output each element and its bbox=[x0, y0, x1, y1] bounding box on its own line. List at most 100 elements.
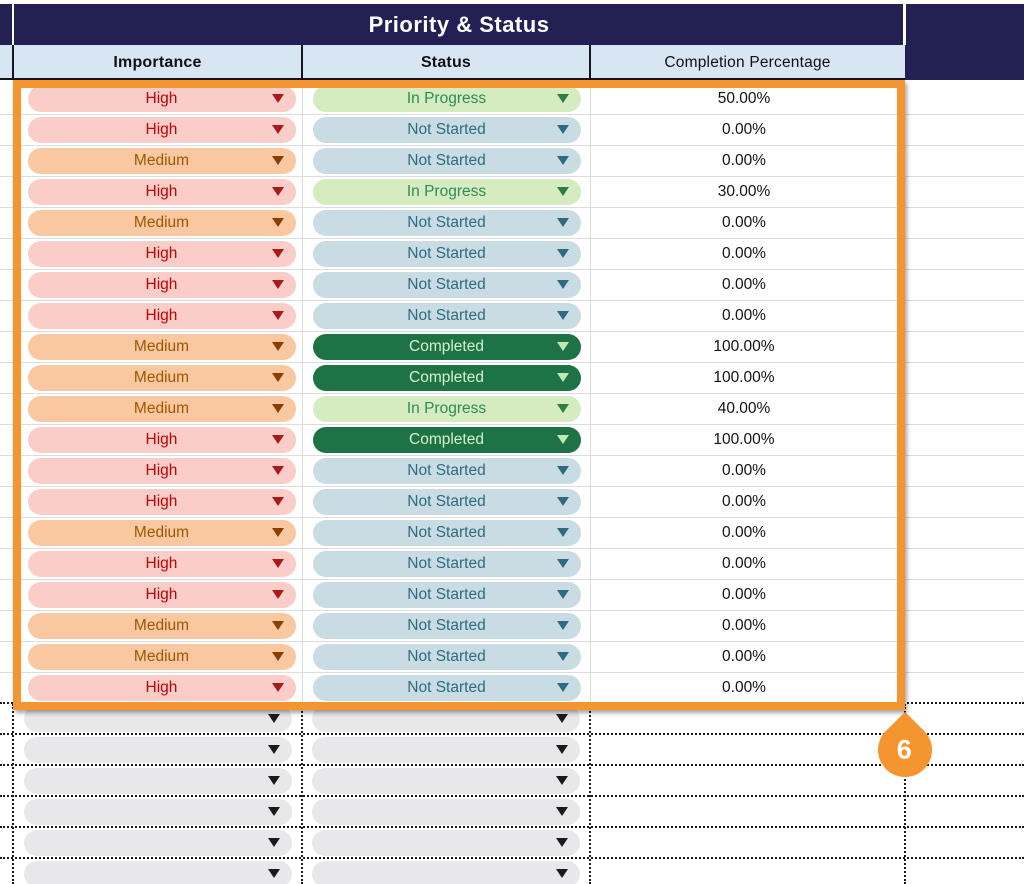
importance-dropdown[interactable]: High bbox=[27, 427, 296, 453]
status-dropdown[interactable] bbox=[312, 829, 580, 856]
status-dropdown[interactable]: In Progress bbox=[312, 86, 581, 112]
dropdown-arrow-icon[interactable] bbox=[271, 156, 284, 165]
dropdown-arrow-icon[interactable] bbox=[271, 218, 284, 227]
status-dropdown[interactable]: Not Started bbox=[312, 582, 581, 608]
dropdown-arrow-icon[interactable] bbox=[556, 249, 569, 258]
completion-cell[interactable]: 0.00% bbox=[590, 549, 897, 579]
completion-cell[interactable]: 0.00% bbox=[590, 580, 897, 610]
dropdown-arrow-icon[interactable] bbox=[271, 125, 284, 134]
dropdown-arrow-icon[interactable] bbox=[271, 187, 284, 196]
dropdown-arrow-icon[interactable] bbox=[556, 187, 569, 196]
dropdown-arrow-icon[interactable] bbox=[556, 94, 569, 103]
importance-dropdown[interactable]: High bbox=[27, 489, 296, 515]
status-dropdown[interactable]: In Progress bbox=[312, 179, 581, 205]
completion-cell[interactable]: 0.00% bbox=[590, 673, 897, 703]
completion-cell[interactable]: 0.00% bbox=[590, 487, 897, 517]
completion-cell[interactable] bbox=[590, 735, 905, 764]
dropdown-arrow-icon[interactable] bbox=[556, 837, 568, 847]
importance-dropdown[interactable] bbox=[23, 767, 292, 794]
dropdown-arrow-icon[interactable] bbox=[556, 373, 569, 382]
importance-dropdown[interactable]: High bbox=[27, 458, 296, 484]
importance-dropdown[interactable] bbox=[23, 829, 292, 856]
dropdown-arrow-icon[interactable] bbox=[271, 249, 284, 258]
status-dropdown[interactable]: Not Started bbox=[312, 489, 581, 515]
importance-dropdown[interactable]: High bbox=[27, 272, 296, 298]
dropdown-arrow-icon[interactable] bbox=[556, 218, 569, 227]
status-dropdown[interactable] bbox=[312, 798, 580, 825]
completion-cell[interactable]: 0.00% bbox=[590, 456, 897, 486]
importance-dropdown[interactable]: Medium bbox=[27, 365, 296, 391]
dropdown-arrow-icon[interactable] bbox=[271, 590, 284, 599]
dropdown-arrow-icon[interactable] bbox=[556, 590, 569, 599]
dropdown-arrow-icon[interactable] bbox=[267, 744, 280, 754]
status-dropdown[interactable]: Completed bbox=[312, 365, 581, 391]
dropdown-arrow-icon[interactable] bbox=[271, 621, 284, 630]
status-dropdown[interactable]: Not Started bbox=[312, 210, 581, 236]
importance-dropdown[interactable]: Medium bbox=[27, 613, 296, 639]
status-dropdown[interactable] bbox=[312, 860, 580, 884]
completion-cell[interactable]: 100.00% bbox=[590, 425, 897, 455]
importance-dropdown[interactable] bbox=[23, 860, 292, 884]
dropdown-arrow-icon[interactable] bbox=[556, 868, 568, 878]
status-dropdown[interactable] bbox=[312, 736, 580, 763]
dropdown-arrow-icon[interactable] bbox=[271, 528, 284, 537]
completion-cell[interactable] bbox=[590, 704, 905, 733]
dropdown-arrow-icon[interactable] bbox=[556, 775, 568, 785]
dropdown-arrow-icon[interactable] bbox=[267, 868, 280, 878]
importance-dropdown[interactable]: High bbox=[27, 675, 296, 701]
dropdown-arrow-icon[interactable] bbox=[271, 404, 284, 413]
status-dropdown[interactable]: Not Started bbox=[312, 117, 581, 143]
status-dropdown[interactable] bbox=[312, 705, 580, 732]
dropdown-arrow-icon[interactable] bbox=[556, 497, 569, 506]
completion-cell[interactable]: 0.00% bbox=[590, 518, 897, 548]
importance-dropdown[interactable]: High bbox=[27, 551, 296, 577]
dropdown-arrow-icon[interactable] bbox=[556, 404, 569, 413]
importance-dropdown[interactable]: High bbox=[27, 582, 296, 608]
completion-cell[interactable]: 0.00% bbox=[590, 642, 897, 672]
dropdown-arrow-icon[interactable] bbox=[271, 311, 284, 320]
importance-dropdown[interactable]: High bbox=[27, 179, 296, 205]
status-dropdown[interactable] bbox=[312, 767, 580, 794]
importance-dropdown[interactable]: Medium bbox=[27, 334, 296, 360]
completion-cell[interactable]: 0.00% bbox=[590, 146, 897, 176]
importance-dropdown[interactable] bbox=[23, 736, 292, 763]
dropdown-arrow-icon[interactable] bbox=[271, 683, 284, 692]
dropdown-arrow-icon[interactable] bbox=[271, 373, 284, 382]
dropdown-arrow-icon[interactable] bbox=[556, 342, 569, 351]
completion-cell[interactable] bbox=[590, 766, 905, 795]
completion-cell[interactable] bbox=[590, 859, 905, 884]
dropdown-arrow-icon[interactable] bbox=[556, 559, 569, 568]
dropdown-arrow-icon[interactable] bbox=[271, 342, 284, 351]
status-dropdown[interactable]: Not Started bbox=[312, 303, 581, 329]
dropdown-arrow-icon[interactable] bbox=[556, 528, 569, 537]
importance-dropdown[interactable]: Medium bbox=[27, 644, 296, 670]
importance-dropdown[interactable]: High bbox=[27, 86, 296, 112]
importance-dropdown[interactable]: Medium bbox=[27, 148, 296, 174]
importance-dropdown[interactable]: High bbox=[27, 303, 296, 329]
importance-dropdown[interactable] bbox=[23, 798, 292, 825]
dropdown-arrow-icon[interactable] bbox=[556, 621, 569, 630]
dropdown-arrow-icon[interactable] bbox=[271, 466, 284, 475]
completion-cell[interactable]: 40.00% bbox=[590, 394, 897, 424]
status-dropdown[interactable]: Not Started bbox=[312, 148, 581, 174]
completion-cell[interactable]: 100.00% bbox=[590, 363, 897, 393]
completion-cell[interactable] bbox=[590, 828, 905, 857]
dropdown-arrow-icon[interactable] bbox=[267, 775, 280, 785]
completion-cell[interactable]: 0.00% bbox=[590, 208, 897, 238]
completion-cell[interactable] bbox=[590, 797, 905, 826]
importance-dropdown[interactable]: High bbox=[27, 241, 296, 267]
dropdown-arrow-icon[interactable] bbox=[271, 280, 284, 289]
importance-dropdown[interactable] bbox=[23, 705, 292, 732]
completion-cell[interactable]: 0.00% bbox=[590, 239, 897, 269]
completion-cell[interactable]: 30.00% bbox=[590, 177, 897, 207]
dropdown-arrow-icon[interactable] bbox=[556, 652, 569, 661]
status-dropdown[interactable]: Completed bbox=[312, 334, 581, 360]
importance-dropdown[interactable]: Medium bbox=[27, 396, 296, 422]
dropdown-arrow-icon[interactable] bbox=[267, 713, 280, 723]
dropdown-arrow-icon[interactable] bbox=[271, 435, 284, 444]
dropdown-arrow-icon[interactable] bbox=[267, 837, 280, 847]
dropdown-arrow-icon[interactable] bbox=[271, 94, 284, 103]
dropdown-arrow-icon[interactable] bbox=[271, 652, 284, 661]
dropdown-arrow-icon[interactable] bbox=[271, 559, 284, 568]
status-dropdown[interactable]: Not Started bbox=[312, 272, 581, 298]
